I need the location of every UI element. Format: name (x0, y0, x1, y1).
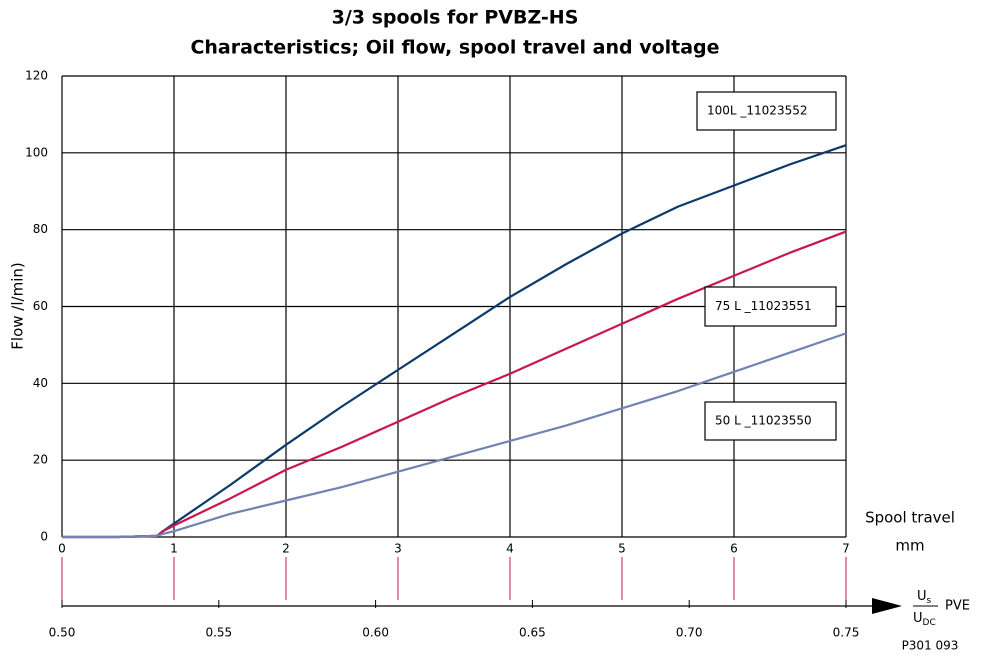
legend-box (704, 401, 837, 441)
x-axis-unit: mm (895, 537, 924, 555)
x-tick-label: 5 (618, 542, 626, 556)
x-tick-label: 7 (842, 542, 850, 556)
y-tick-label: 40 (33, 376, 48, 390)
series-line (62, 230, 847, 539)
y-tick-label: 0 (40, 530, 48, 544)
text: U (913, 611, 923, 626)
x2-tick-label: 0.70 (676, 626, 703, 640)
x-tick-label: 2 (282, 542, 290, 556)
x-tick-label: 1 (170, 542, 178, 556)
text: s (927, 596, 932, 606)
legend-label: 75 L _11023551 (715, 299, 812, 313)
x2-tick-label: 0.65 (519, 626, 546, 640)
y-tick-label: 100 (25, 145, 48, 159)
legend-box (696, 91, 837, 131)
x2-tick-label: 0.50 (49, 626, 76, 640)
chart-title: 3/3 spools for PVBZ-HS (332, 7, 579, 29)
y-tick-label: 120 (25, 69, 48, 83)
x2-tick-label: 0.60 (362, 626, 389, 640)
y-axis-label: Flow /l/min) (9, 262, 27, 349)
axis-arrow (872, 598, 902, 614)
x2-tick-label: 0.75 (833, 626, 860, 640)
figure-id: P301 093 (902, 639, 959, 653)
y-tick-label: 80 (33, 222, 48, 236)
x2-tick-label: 0.55 (205, 626, 232, 640)
x-tick-label: 0 (58, 542, 66, 556)
x-tick-label: 3 (394, 542, 402, 556)
chart-title: Characteristics; Oil flow, spool travel … (190, 37, 719, 59)
x-tick-label: 6 (730, 542, 738, 556)
legend-label: 50 L _11023550 (715, 414, 812, 428)
x2-label-num: Us (917, 589, 932, 606)
series-line (62, 332, 847, 539)
text: U (917, 589, 927, 604)
y-tick-label: 60 (33, 299, 48, 313)
legend-label: 100L _11023552 (707, 104, 807, 118)
x2-label-suffix: PVE (945, 599, 970, 614)
text: DC (923, 618, 936, 628)
series-line (62, 144, 847, 539)
legend-box (704, 286, 837, 327)
x-tick-label: 4 (506, 542, 514, 556)
x2-label-den: UDC (913, 611, 936, 628)
x-axis-label: Spool travel (865, 509, 955, 527)
y-tick-label: 20 (33, 453, 48, 467)
